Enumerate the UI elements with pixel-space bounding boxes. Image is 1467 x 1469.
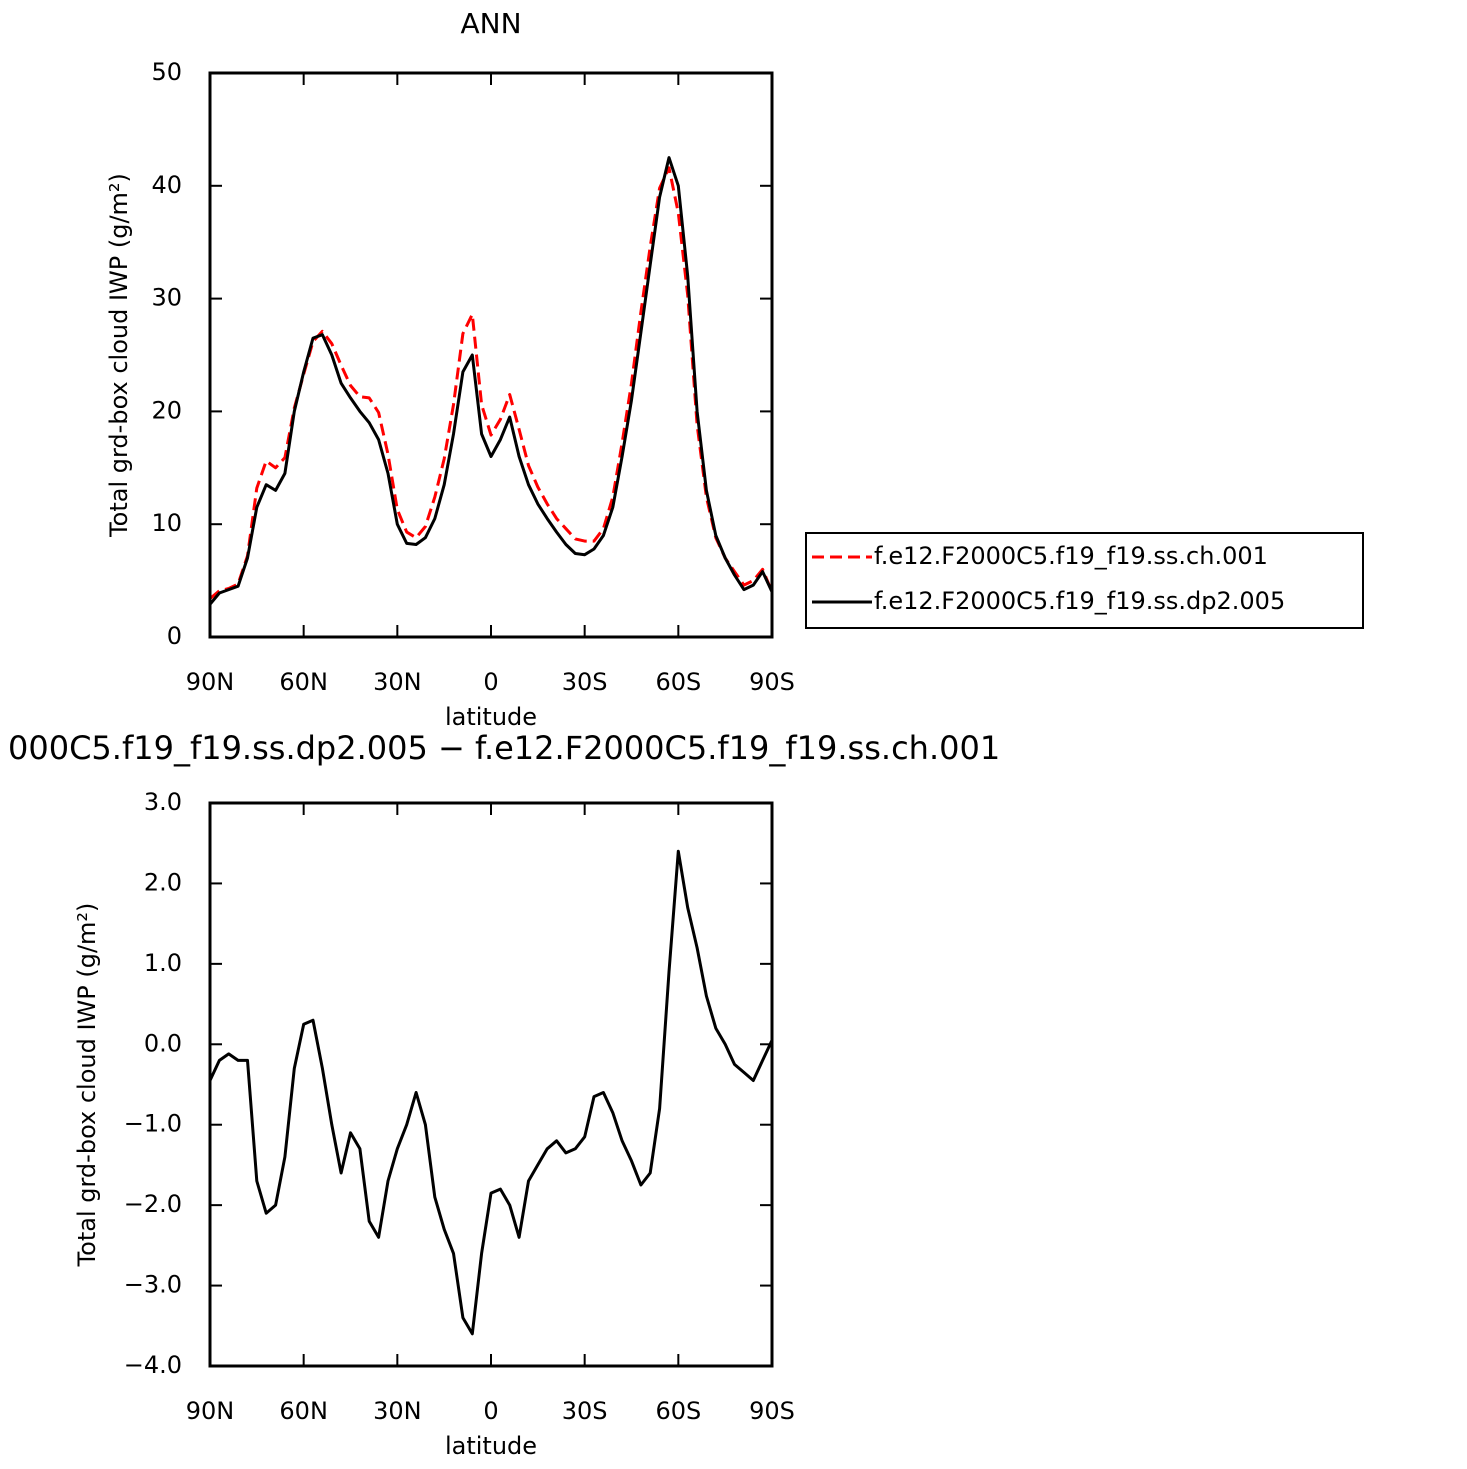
legend-label: f.e12.F2000C5.f19_f19.ss.dp2.005 bbox=[874, 587, 1285, 615]
x-tick-label: 90S bbox=[749, 1397, 795, 1425]
x-tick-label: 30N bbox=[373, 1397, 422, 1425]
y-tick-label: −1.0 bbox=[124, 1110, 182, 1138]
x-tick-label: 90N bbox=[186, 1397, 235, 1425]
x-tick-label: 60N bbox=[279, 1397, 328, 1425]
y-tick-label: 2.0 bbox=[144, 868, 182, 896]
y-tick-label: 40 bbox=[151, 171, 182, 199]
x-tick-label: 0 bbox=[483, 668, 498, 696]
x-tick-label: 30N bbox=[373, 668, 422, 696]
data-line bbox=[209, 166, 774, 600]
x-tick-label: 60N bbox=[279, 668, 328, 696]
y-tick-label: 20 bbox=[151, 396, 182, 424]
y-tick-label: −3.0 bbox=[124, 1271, 182, 1299]
x-tick-label: 0 bbox=[483, 1397, 498, 1425]
y-tick-label: 50 bbox=[151, 58, 182, 86]
y-axis-label: Total grd-box cloud IWP (g/m²) bbox=[73, 903, 101, 1268]
y-axis-label: Total grd-box cloud IWP (g/m²) bbox=[105, 173, 133, 538]
x-tick-label: 30S bbox=[562, 1397, 608, 1425]
x-tick-label: 60S bbox=[655, 1397, 701, 1425]
x-tick-label: 60S bbox=[655, 668, 701, 696]
plot-frame bbox=[208, 801, 774, 1368]
x-axis-label: latitude bbox=[445, 1432, 537, 1460]
y-tick-label: 30 bbox=[151, 284, 182, 312]
chart-title: ANN bbox=[460, 7, 521, 40]
x-tick-label: 90S bbox=[749, 668, 795, 696]
y-tick-label: 1.0 bbox=[144, 949, 182, 977]
y-tick-label: 0 bbox=[167, 622, 182, 650]
legend-box bbox=[805, 532, 1364, 629]
x-tick-label: 30S bbox=[562, 668, 608, 696]
y-tick-label: 10 bbox=[151, 509, 182, 537]
plot-frame bbox=[208, 71, 774, 639]
legend-label: f.e12.F2000C5.f19_f19.ss.ch.001 bbox=[874, 542, 1268, 570]
y-tick-label: −4.0 bbox=[124, 1351, 182, 1379]
chart-title: 000C5.f19_f19.ss.dp2.005 − f.e12.F2000C5… bbox=[8, 729, 1000, 767]
data-line bbox=[208, 156, 774, 606]
y-tick-label: 3.0 bbox=[144, 788, 182, 816]
x-axis-label: latitude bbox=[445, 703, 537, 731]
x-tick-label: 90N bbox=[186, 668, 235, 696]
y-tick-label: −2.0 bbox=[124, 1190, 182, 1218]
y-tick-label: 0.0 bbox=[144, 1029, 182, 1057]
data-line bbox=[208, 849, 774, 1336]
